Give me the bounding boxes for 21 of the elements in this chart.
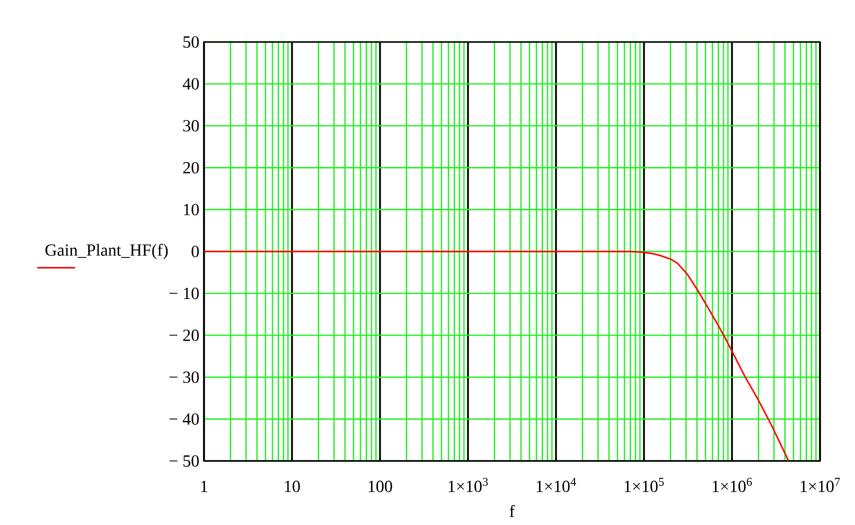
y-tick-label: − 50 <box>169 455 199 467</box>
x-tick-label: 1×10$^{4}$ <box>536 478 576 492</box>
y-axis-title: Gain_Plant_HF(f) <box>45 244 168 260</box>
y-tick-label: 50 <box>183 36 199 48</box>
x-axis-title: f <box>510 505 515 517</box>
y-tick-label: 40 <box>182 78 199 90</box>
y-tick-label: − 40 <box>169 413 199 425</box>
x-tick-label: 100 <box>368 480 392 492</box>
y-tick-label: 20 <box>183 162 199 174</box>
x-tick-label: 1×10$^{5}$ <box>624 478 664 492</box>
x-tick-label: 10 <box>284 480 300 492</box>
y-tick-label: − 30 <box>169 371 199 383</box>
x-tick-label: 1×10$^{3}$ <box>448 478 488 492</box>
y-tick-label: 0 <box>192 246 199 258</box>
y-tick-label: 30 <box>183 120 199 132</box>
y-tick-label: − 20 <box>169 330 199 342</box>
x-tick-label: 1×10$^{6}$ <box>712 478 752 492</box>
y-tick-label: 10 <box>184 204 199 216</box>
y-tick-label: − 10 <box>169 288 199 300</box>
x-tick-label: 1 <box>201 480 208 492</box>
x-tick-label: 1×10$^{7}$ <box>800 478 840 492</box>
